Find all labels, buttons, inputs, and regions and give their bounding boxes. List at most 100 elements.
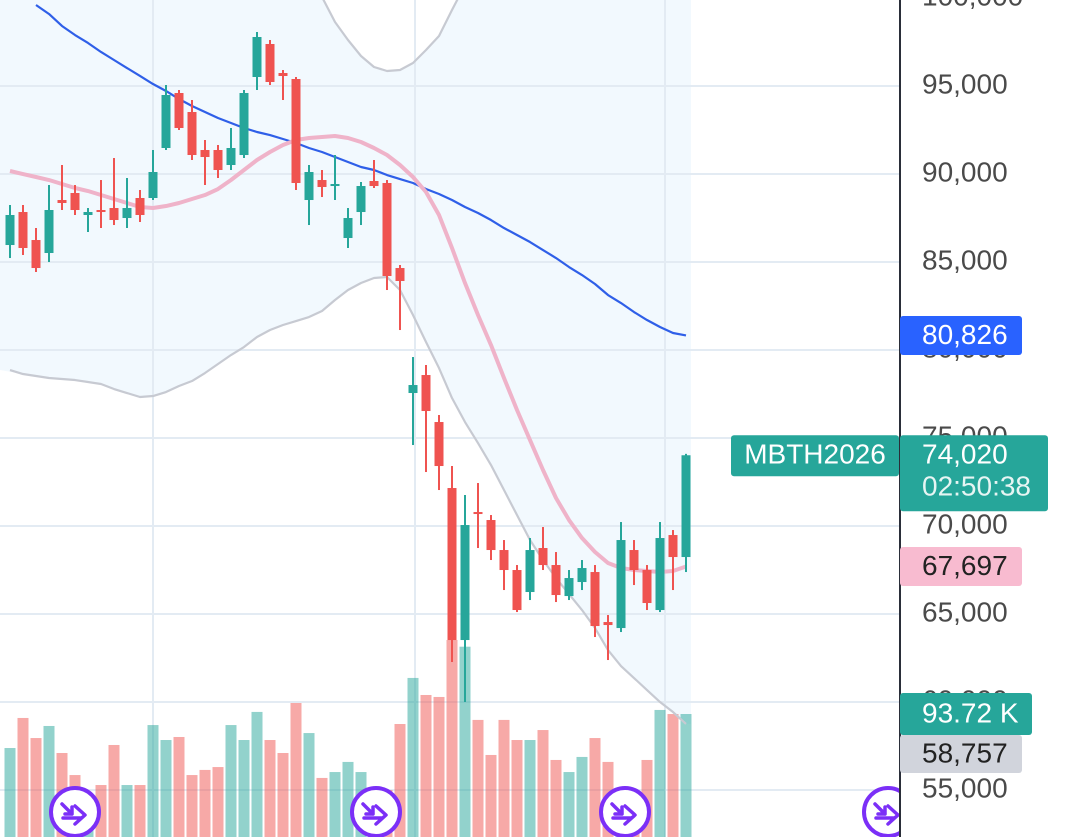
volume-tag-label: 93.72 K — [922, 697, 1019, 728]
volume-bar — [537, 730, 549, 837]
event-icon[interactable] — [350, 786, 402, 837]
candle-body — [148, 172, 158, 199]
symbol-tag — [731, 435, 899, 477]
volume-bar — [589, 738, 601, 837]
volume-bar — [316, 777, 328, 837]
y-tick-label: 95,000 — [922, 68, 1008, 99]
candle-layer — [5, 31, 691, 703]
candle-body — [213, 150, 223, 171]
volume-bar — [4, 748, 16, 837]
indicator-line — [35, 4, 687, 337]
indicator-line — [322, 0, 459, 73]
volume-bar — [667, 714, 679, 837]
volume-bar — [134, 785, 146, 837]
volume-bar — [290, 703, 302, 837]
event-icon[interactable] — [599, 786, 651, 837]
value-tag-label: 80,826 — [922, 319, 1008, 350]
candle-body — [590, 572, 600, 627]
volume-bar — [446, 640, 458, 837]
volume-bar — [95, 785, 107, 837]
candle-body — [369, 181, 379, 187]
candle-body — [525, 550, 535, 593]
candle-body — [486, 520, 496, 551]
indicator-line — [9, 275, 687, 725]
volume-bar — [199, 769, 211, 837]
candle-body — [577, 568, 587, 583]
candle-body — [304, 172, 314, 201]
volume-bar — [17, 717, 29, 837]
volume-bar — [472, 719, 484, 837]
candle-body — [421, 375, 431, 412]
volume-bar — [511, 740, 523, 837]
value-tag — [900, 315, 1022, 355]
symbol-label: MBTH2026 — [744, 439, 886, 470]
price-tag — [900, 435, 1048, 512]
value-tag — [900, 547, 1022, 587]
volume-layer — [4, 640, 692, 837]
price-axis: 55,00060,00065,00070,00075,00080,00085,0… — [922, 0, 1023, 803]
candle-body — [135, 198, 145, 216]
candle-body — [460, 525, 470, 641]
volume-bar — [238, 740, 250, 837]
price-tag-label: 74,020 — [922, 439, 1008, 470]
volume-bar — [225, 725, 237, 837]
value-tag — [900, 734, 1022, 773]
volume-bar — [43, 725, 55, 837]
volume-bar — [251, 711, 263, 837]
candle-body — [161, 95, 171, 149]
candle-body — [395, 268, 405, 282]
candle-body — [681, 455, 691, 558]
volume-bar — [277, 753, 289, 837]
candle-body — [5, 215, 15, 246]
candle-body — [499, 550, 509, 571]
candle-body — [642, 570, 652, 604]
candle-body — [408, 385, 418, 394]
candle-body — [512, 570, 522, 611]
volume-bar — [160, 740, 172, 837]
candle-body — [291, 79, 301, 184]
volume-bar — [173, 736, 185, 837]
candle-body — [382, 183, 392, 277]
volume-bar — [186, 775, 198, 837]
candle-body — [603, 622, 613, 626]
candle-body — [70, 193, 80, 211]
value-tag-label: 58,757 — [922, 737, 1008, 768]
volume-bar — [524, 740, 536, 837]
y-tick-label: 100,000 — [922, 0, 1023, 11]
band-layer — [0, 0, 691, 724]
volume-bar — [407, 677, 419, 837]
candle-body — [356, 186, 366, 213]
candle-body — [655, 538, 665, 611]
volume-bar — [30, 738, 42, 837]
event-icon[interactable] — [49, 786, 101, 837]
volume-bar — [550, 759, 562, 837]
volume-bar — [394, 724, 406, 837]
candle-body — [239, 93, 249, 156]
volume-bar — [212, 767, 224, 837]
candle-body — [434, 422, 444, 467]
candle-body — [538, 548, 548, 566]
y-tick-label: 70,000 — [922, 508, 1008, 539]
volume-bar — [485, 754, 497, 837]
candle-body — [226, 148, 236, 166]
volume-bar — [654, 709, 666, 837]
candle-body — [317, 180, 327, 188]
y-tick-label: 65,000 — [922, 596, 1008, 627]
volume-bar — [433, 696, 445, 837]
candle-body — [18, 212, 28, 249]
candle-body — [278, 73, 288, 76]
candle-body — [265, 44, 275, 82]
y-tick-label: 85,000 — [922, 244, 1008, 275]
indicator-line — [9, 134, 687, 575]
volume-tag — [900, 692, 1032, 735]
candle-body — [629, 550, 639, 571]
candle-body — [616, 540, 626, 629]
candle-body — [473, 512, 483, 515]
volume-bar — [576, 756, 588, 837]
volume-bar — [329, 772, 341, 837]
candle-body — [96, 210, 106, 213]
volume-bar — [563, 772, 575, 837]
